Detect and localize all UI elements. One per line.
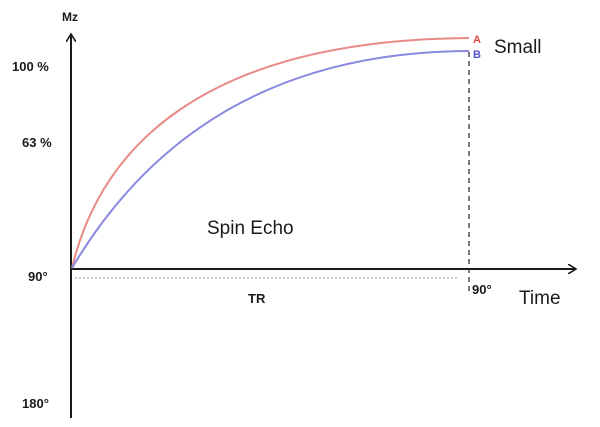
curve-a	[71, 37, 470, 269]
pulse-label: 90°	[472, 282, 492, 297]
x-axis-label: Time	[519, 288, 561, 309]
curve-b-label: B	[473, 49, 481, 61]
y-tick-63: 63 %	[22, 135, 52, 150]
y-tick-180: 180°	[22, 396, 49, 411]
curve-group-label: Small	[494, 37, 542, 58]
tr-label: TR	[248, 291, 266, 306]
y-tick-90: 90°	[28, 269, 48, 284]
curve-a-label: A	[473, 34, 481, 46]
curve-b	[71, 50, 470, 269]
spin-echo-label: Spin Echo	[207, 218, 294, 239]
y-tick-100: 100 %	[12, 59, 49, 74]
y-axis-label: Mz	[62, 10, 78, 24]
